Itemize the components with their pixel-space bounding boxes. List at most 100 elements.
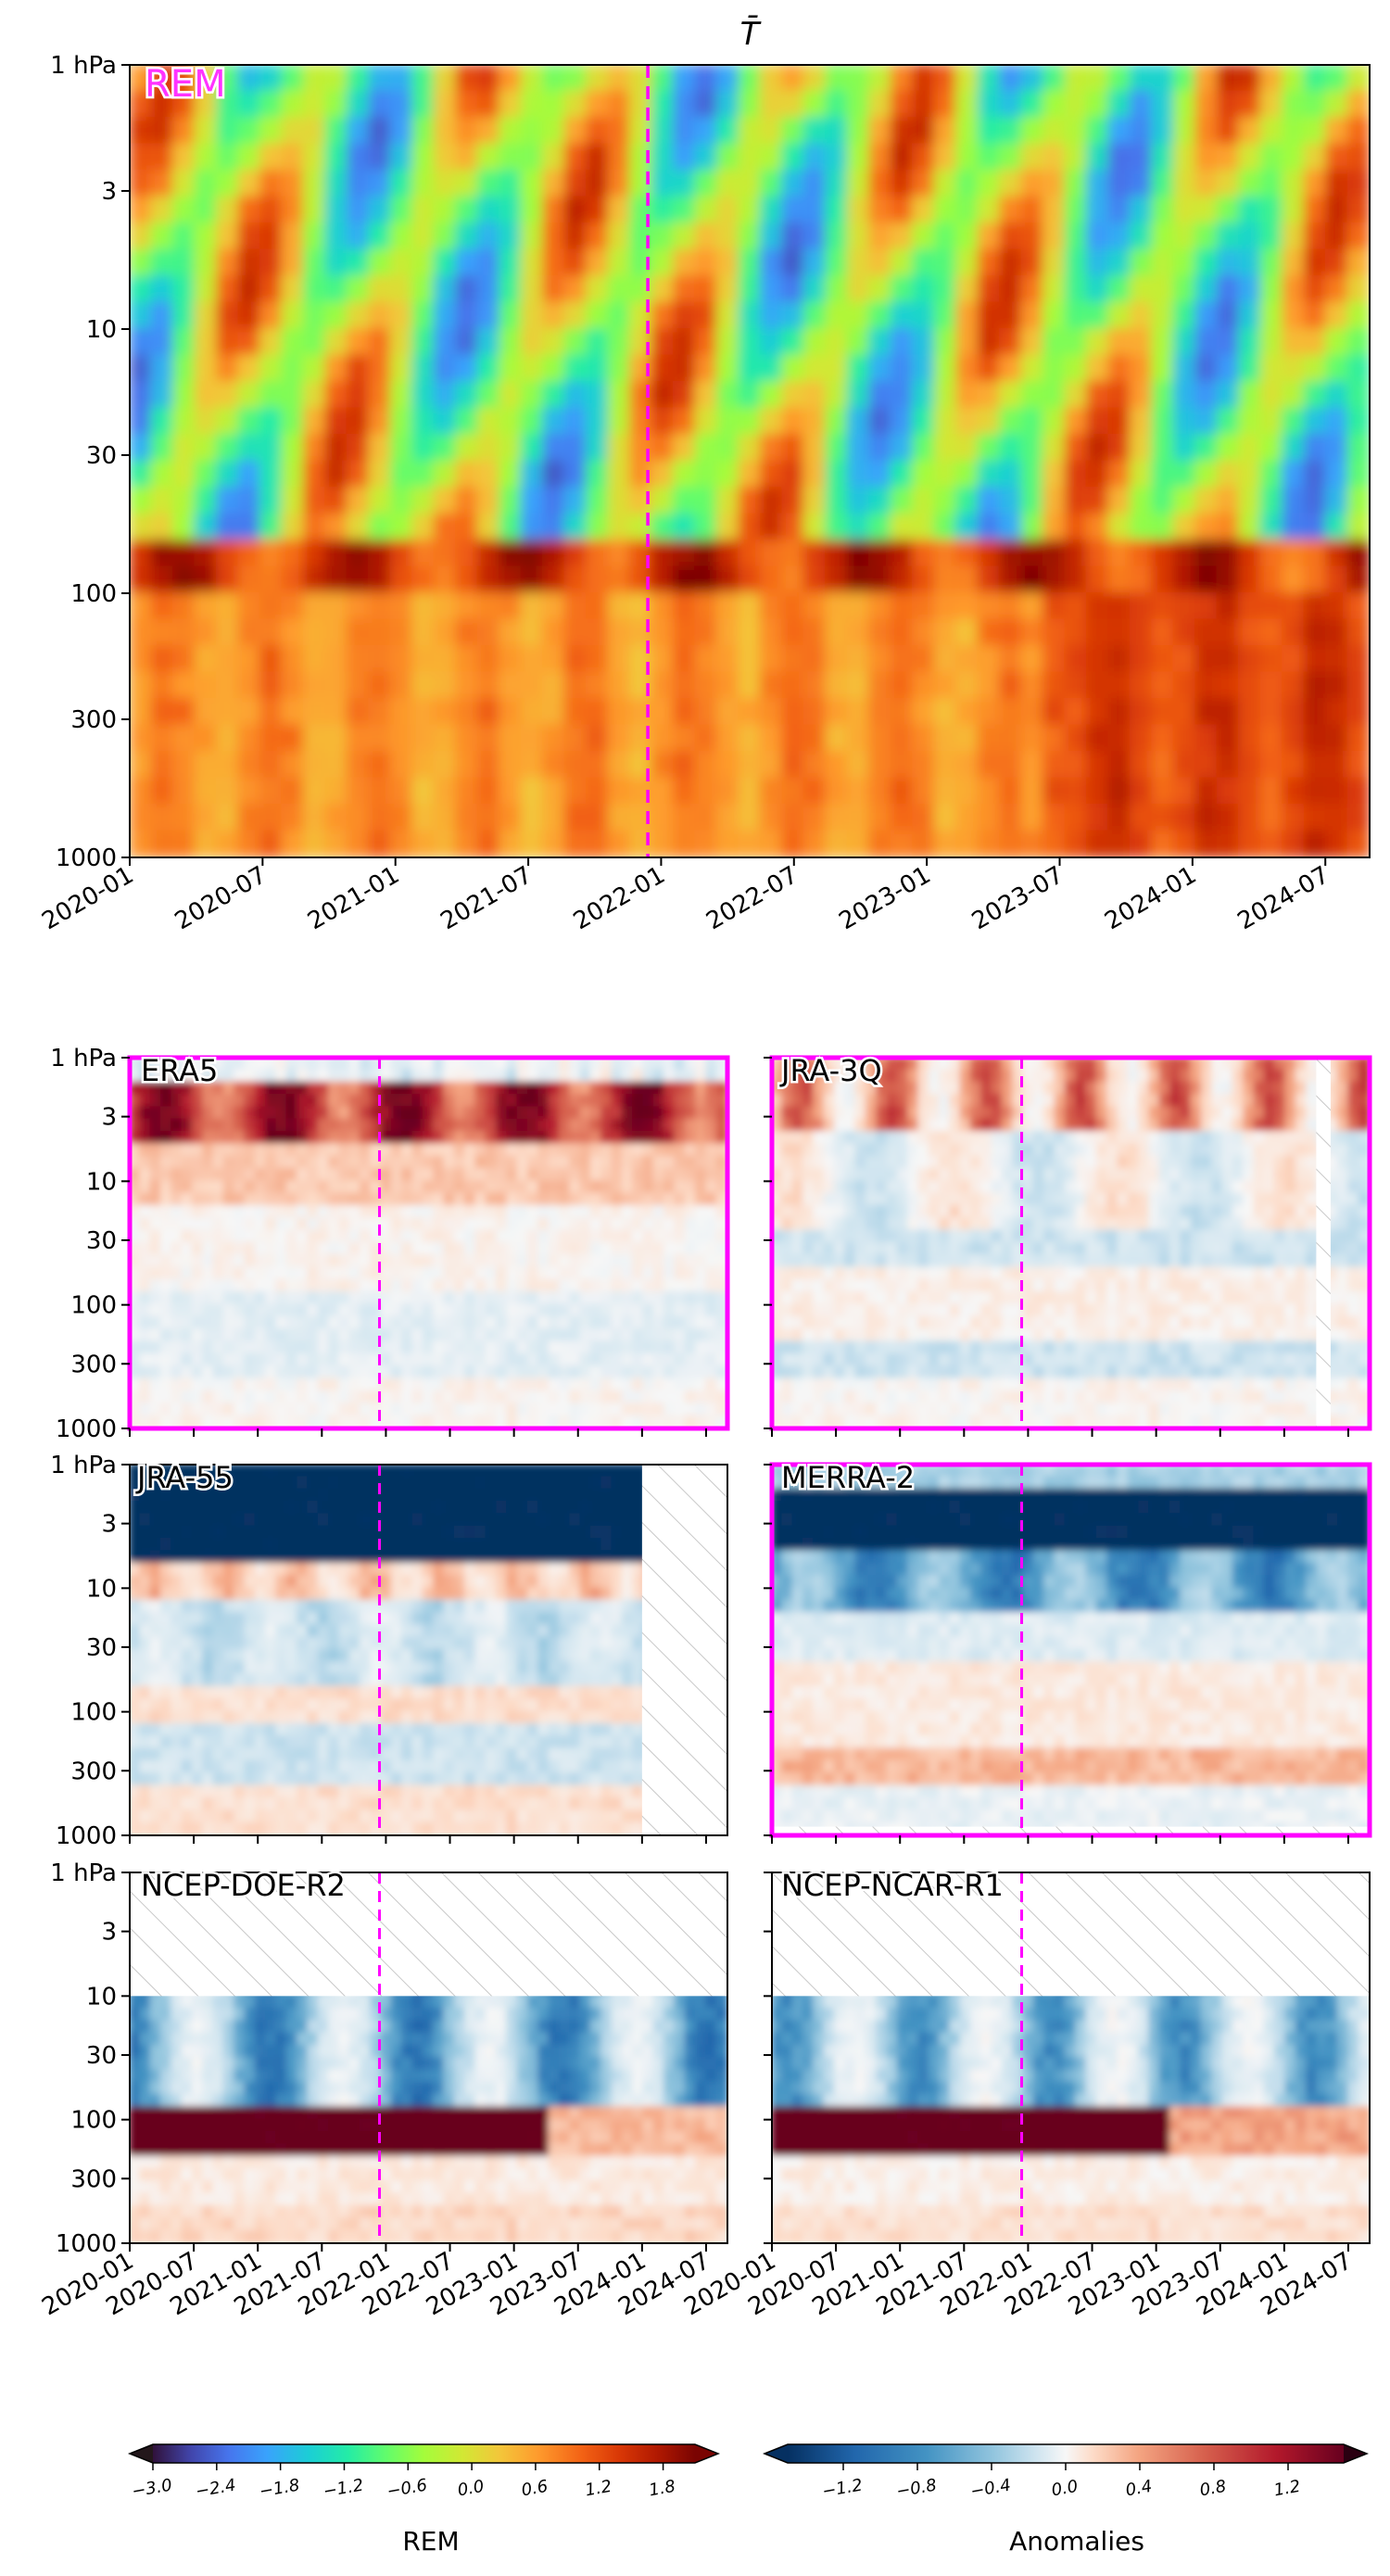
jra3q-cell: [1158, 1316, 1171, 1331]
era5-cell: [621, 1229, 635, 1244]
era5-cell: [317, 1094, 330, 1109]
jra3q-cell: [949, 1254, 962, 1269]
era5-cell: [171, 1279, 183, 1294]
jra3q-cell: [949, 1205, 962, 1220]
rem-cell: [520, 275, 544, 304]
era5-cell: [411, 1131, 424, 1146]
rem-cell: [1172, 381, 1197, 410]
rem-xtick-label: 2020-01: [37, 861, 138, 935]
rem-cell: [1259, 328, 1284, 357]
rem-cell: [150, 487, 174, 515]
rem-cell: [368, 143, 392, 171]
rem-cell: [215, 222, 240, 251]
jra3q-cell: [1043, 1303, 1056, 1318]
rem-cell: [825, 671, 849, 700]
rem-cell: [302, 301, 327, 330]
era5-cell: [579, 1058, 592, 1072]
rem-cell: [215, 143, 240, 171]
jra3q-cell: [1158, 1328, 1171, 1343]
era5-cell: [684, 1328, 698, 1343]
era5-cell: [411, 1069, 424, 1084]
era5-cell: [338, 1390, 351, 1405]
era5-cell: [652, 1081, 666, 1096]
era5-cell: [171, 1069, 183, 1084]
jra3q-cell: [1054, 1365, 1067, 1380]
rem-cell: [368, 354, 392, 383]
era5-cell: [275, 1328, 288, 1343]
rem-cell: [1325, 830, 1349, 857]
era5-cell: [600, 1340, 613, 1355]
jra3q-cell: [1253, 1143, 1266, 1158]
rem-cell: [1151, 434, 1175, 463]
jra3q-cell: [1106, 1254, 1119, 1269]
jra3q-cell: [991, 1353, 1004, 1368]
jra3q-cell: [1180, 1242, 1193, 1257]
jra3q-cell: [896, 1353, 910, 1368]
jra3q-cell: [1085, 1242, 1098, 1257]
era5-cell: [380, 1143, 393, 1158]
era5-cell: [234, 1303, 246, 1318]
era5-cell: [611, 1143, 624, 1158]
era5-cell: [202, 1303, 215, 1318]
era5-cell: [254, 1316, 268, 1331]
era5-cell: [433, 1340, 446, 1355]
rem-cell: [520, 143, 544, 171]
jra3q-cell: [1085, 1205, 1098, 1220]
jra3q-cell: [1032, 1365, 1046, 1380]
rem-cell: [738, 645, 762, 674]
era5-cell: [390, 1205, 404, 1220]
jra3q-cell: [1001, 1081, 1015, 1096]
era5-cell: [527, 1069, 540, 1084]
era5-cell: [265, 1316, 278, 1331]
rem-cell: [302, 90, 327, 119]
jra3q-cell: [1211, 1328, 1224, 1343]
era5-cell: [485, 1155, 499, 1170]
rem-cell: [130, 143, 153, 171]
era5-cell: [474, 1365, 487, 1380]
rem-cell: [455, 328, 479, 357]
jra3q-cell: [1054, 1377, 1067, 1392]
era5-cell: [285, 1229, 299, 1244]
jra3q-cell: [1117, 1377, 1130, 1392]
rem-cell: [1259, 804, 1284, 832]
era5-cell: [464, 1131, 477, 1146]
rem-cell: [324, 248, 348, 277]
jra3q-cell: [781, 1229, 794, 1244]
era5-cell: [474, 1390, 487, 1405]
era5-cell: [159, 1131, 173, 1146]
jra3q-cell: [907, 1168, 920, 1183]
jra3q-cell: [1095, 1303, 1109, 1318]
jra3q-cell: [949, 1365, 962, 1380]
era5-cell: [496, 1415, 509, 1428]
rem-cell: [933, 565, 957, 594]
era5-cell: [506, 1131, 519, 1146]
rem-cell: [324, 487, 348, 515]
rem-cell: [955, 513, 979, 541]
rem-cell: [324, 513, 348, 541]
rem-cell: [651, 222, 675, 251]
jra3q-cell: [1180, 1180, 1193, 1195]
jra3q-cell: [1054, 1402, 1067, 1417]
era5-cell: [265, 1415, 278, 1428]
rem-cell: [1238, 724, 1262, 753]
era5-cell: [307, 1217, 320, 1232]
jra3q-cell: [781, 1081, 794, 1096]
jra3q-cell: [876, 1118, 889, 1133]
era5-cell: [139, 1081, 152, 1096]
rem-cell: [1238, 301, 1262, 330]
rem-cell: [607, 248, 631, 277]
rem-cell: [368, 671, 392, 700]
rem-cell: [802, 434, 828, 463]
era5-cell: [171, 1266, 183, 1281]
rem-cell: [1303, 381, 1328, 410]
jra3q-cell: [1200, 1131, 1214, 1146]
era5-cell: [244, 1340, 257, 1355]
rem-cell: [955, 301, 979, 330]
era5-cell: [348, 1106, 361, 1121]
rem-cell: [1194, 645, 1219, 674]
rem-cell: [499, 407, 523, 436]
era5-cell: [715, 1118, 727, 1133]
jra3q-cell: [1232, 1279, 1245, 1294]
rem-cell: [1325, 328, 1349, 357]
rem-cell: [890, 671, 915, 700]
